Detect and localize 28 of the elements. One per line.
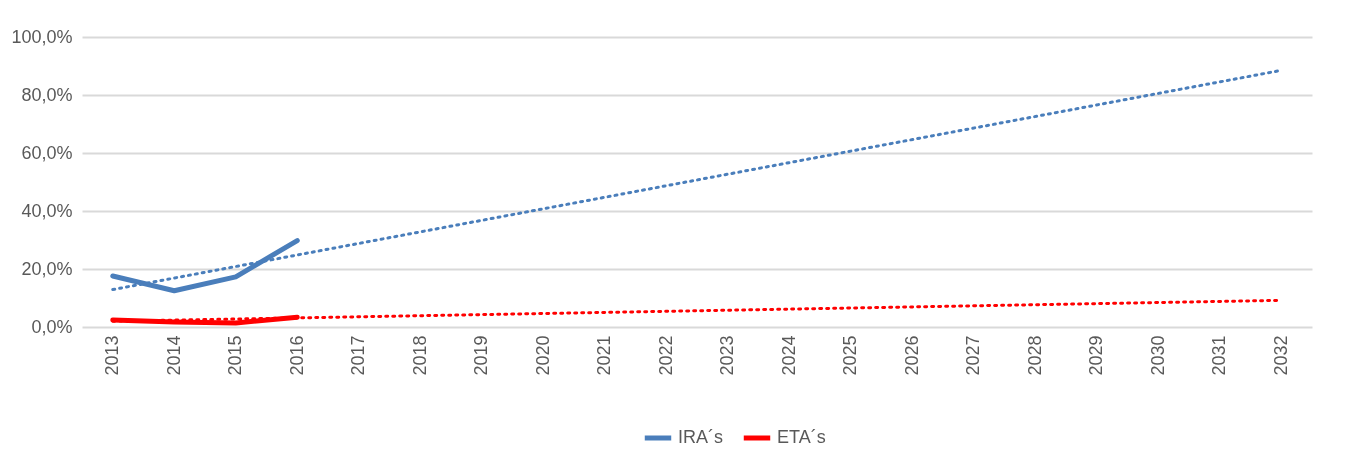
x-tick-label: 2016 [286,335,307,376]
x-tick-label: 2020 [532,335,553,376]
x-tick-label: 2013 [102,335,123,376]
x-tick-label: 2030 [1147,335,1168,376]
y-tick-label: 80,0% [21,84,73,105]
legend-label: IRA´s [678,427,723,447]
y-tick-label: 40,0% [21,200,73,221]
x-tick-label: 2015 [225,335,246,376]
x-tick-label: 2022 [655,335,676,376]
x-tick-label: 2014 [163,335,184,376]
x-tick-label: 2029 [1086,335,1107,376]
x-tick-label: 2031 [1209,335,1230,376]
x-tick-label: 2026 [901,335,922,376]
y-tick-label: 0,0% [31,316,73,337]
legend-label: ETA´s [777,427,826,447]
x-tick-label: 2025 [840,335,861,376]
x-tick-label: 2017 [348,335,369,376]
x-tick-label: 2028 [1024,335,1045,376]
y-tick-label: 20,0% [21,258,73,279]
x-tick-label: 2027 [963,335,984,376]
x-tick-label: 2018 [409,335,430,376]
x-tick-label: 2032 [1270,335,1291,376]
x-tick-label: 2019 [471,335,492,376]
x-tick-label: 2021 [594,335,615,376]
y-tick-label: 100,0% [11,26,73,47]
x-tick-label: 2023 [717,335,738,376]
y-tick-label: 60,0% [21,142,73,163]
x-tick-label: 2024 [778,335,799,376]
